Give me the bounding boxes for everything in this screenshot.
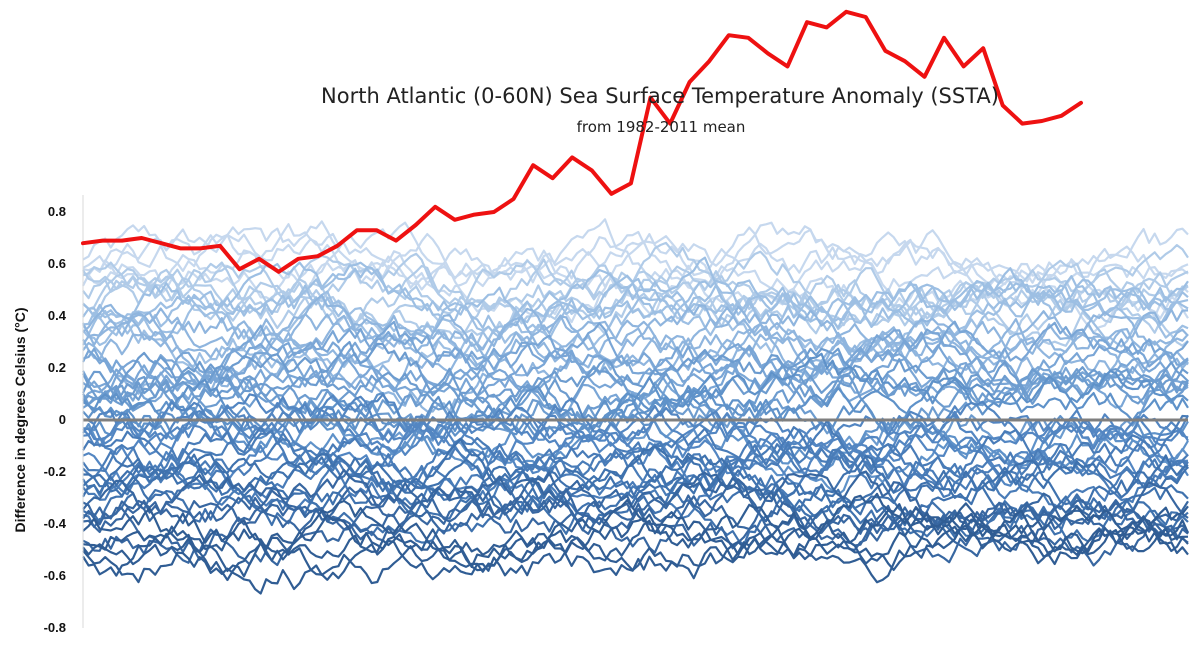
y-tick-label: -0.4 — [44, 516, 67, 531]
y-tick-label: -0.8 — [44, 620, 66, 635]
y-tick-label: 0.8 — [48, 204, 66, 219]
model-series-line — [82, 480, 1189, 547]
model-series-line — [82, 366, 1189, 446]
model-series-line — [82, 471, 1189, 567]
model-series-line — [82, 320, 1189, 404]
model-series-line — [82, 311, 1189, 380]
model-series-line — [82, 428, 1189, 519]
model-series-line — [82, 375, 1189, 459]
model-series-line — [82, 445, 1189, 522]
chart-title: North Atlantic (0-60N) Sea Surface Tempe… — [321, 84, 999, 108]
model-series-line — [82, 223, 1189, 316]
model-series-line — [82, 311, 1189, 413]
model-series-line — [82, 481, 1189, 567]
model-series-line — [82, 506, 1190, 595]
y-tick-label: 0.2 — [48, 360, 66, 375]
model-series-line — [82, 279, 1189, 352]
model-series-line — [82, 258, 1189, 347]
model-series-line — [82, 331, 1189, 409]
y-tick-label: -0.6 — [44, 568, 66, 583]
model-series-line — [82, 352, 1189, 441]
y-tick-label: 0.6 — [48, 256, 66, 271]
model-series-line — [82, 499, 1189, 581]
model-series-line — [82, 492, 1189, 581]
y-tick-label: -0.2 — [44, 464, 66, 479]
y-axis-label: Difference in degrees Celsius (°C) — [12, 308, 28, 533]
model-series-line — [82, 256, 1189, 339]
observed-ssta-line — [81, 9, 1083, 274]
model-series-line — [82, 489, 1189, 555]
chart-subtitle: from 1982-2011 mean — [577, 118, 746, 136]
y-tick-label: 0.4 — [48, 308, 67, 323]
model-series-line — [82, 385, 1189, 470]
model-series-line — [82, 440, 1189, 506]
model-series-line — [82, 240, 1189, 324]
model-series-lines — [82, 218, 1190, 595]
y-tick-label: 0 — [59, 412, 66, 427]
model-series-line — [82, 348, 1189, 450]
y-axis-ticks: 0.8 0.6 0.4 0.2 0 -0.2 -0.4 -0.6 -0.8 — [44, 204, 67, 635]
model-series-line — [82, 453, 1189, 535]
